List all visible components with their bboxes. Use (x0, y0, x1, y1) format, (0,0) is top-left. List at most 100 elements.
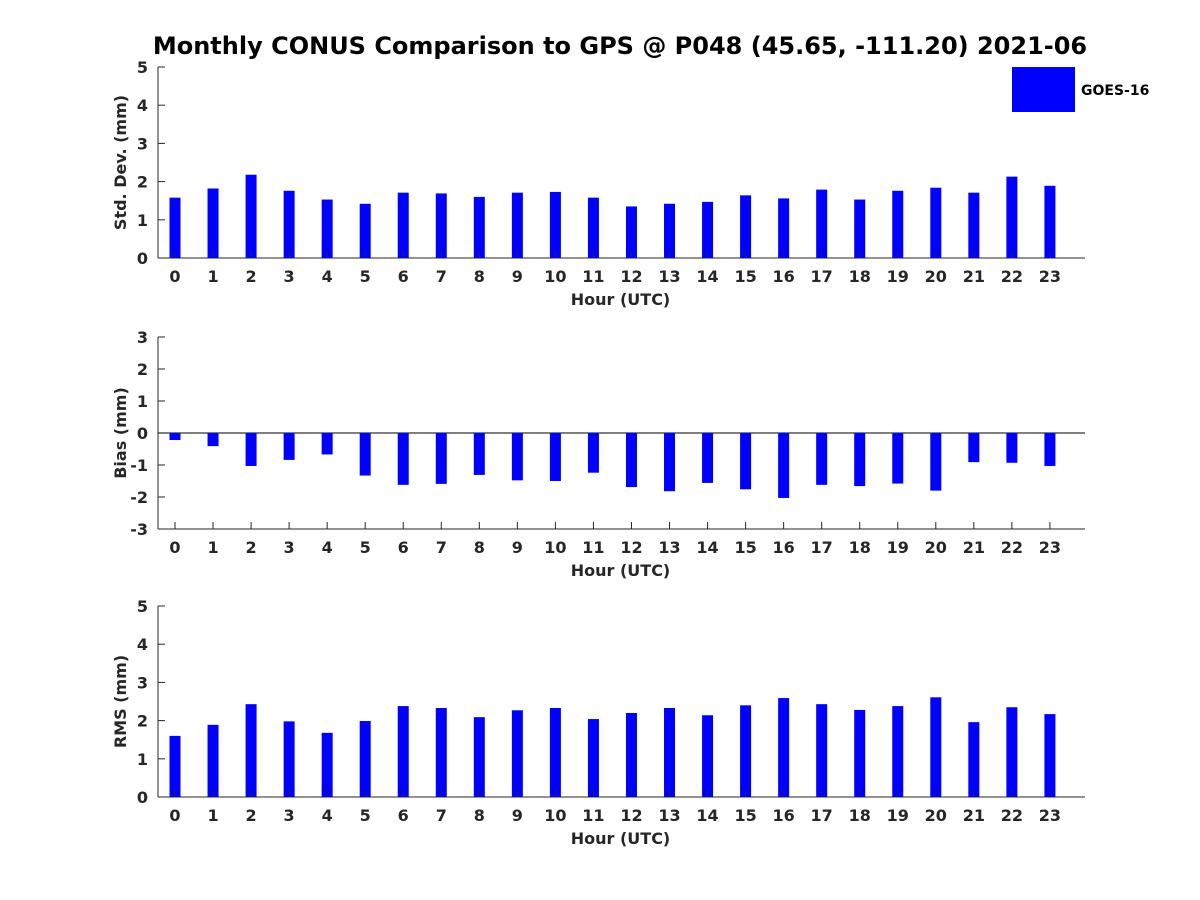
bias-x-tick-label: 18 (849, 538, 871, 557)
std-dev-bar-13 (664, 203, 676, 258)
rms-x-tick-label: 23 (1039, 806, 1061, 825)
rms-bar-21 (968, 722, 980, 797)
std-dev-x-tick-label: 5 (360, 267, 371, 286)
rms-bar-19 (892, 706, 904, 797)
std-dev-x-axis-label: Hour (UTC) (571, 290, 671, 309)
rms-x-tick-label: 17 (811, 806, 833, 825)
rms-x-tick-label: 21 (963, 806, 985, 825)
legend-label: GOES-16 (1081, 83, 1149, 99)
rms-x-tick-label: 7 (436, 806, 447, 825)
bias-bar-10 (549, 433, 561, 481)
rms-x-tick-label: 14 (696, 806, 718, 825)
std-dev-bar-18 (854, 199, 866, 258)
rms-x-tick-label: 1 (207, 806, 218, 825)
rms-bar-12 (625, 712, 637, 797)
std-dev-bar-0 (169, 197, 181, 258)
bias-bar-13 (664, 433, 676, 492)
std-dev-x-tick-label: 23 (1039, 267, 1061, 286)
std-dev-bar-2 (245, 174, 257, 258)
rms-x-tick-label: 15 (734, 806, 756, 825)
rms-x-tick-label: 11 (582, 806, 604, 825)
bias-x-axis-label: Hour (UTC) (571, 561, 671, 580)
std-dev-bar-23 (1044, 185, 1056, 258)
rms-x-tick-label: 4 (322, 806, 333, 825)
bias-bar-18 (854, 433, 866, 487)
rms-bar-16 (778, 698, 790, 797)
rms-x-tick-label: 9 (512, 806, 523, 825)
rms-x-tick-label: 20 (925, 806, 947, 825)
bias-bar-9 (511, 433, 523, 481)
std-dev-y-tick-label: 4 (137, 96, 148, 115)
bias-y-tick-label: 2 (137, 360, 148, 379)
bias-x-tick-label: 8 (474, 538, 485, 557)
std-dev-y-tick-label: 2 (137, 173, 148, 192)
rms-x-tick-label: 0 (169, 806, 180, 825)
std-dev-x-tick-label: 19 (887, 267, 909, 286)
std-dev-bar-16 (778, 198, 790, 258)
bias-bar-14 (702, 433, 714, 483)
rms-bar-20 (930, 697, 942, 797)
rms-x-tick-label: 13 (658, 806, 680, 825)
rms-bar-11 (587, 719, 599, 797)
std-dev-bar-10 (549, 191, 561, 258)
bias-y-tick-label: -1 (130, 456, 148, 475)
rms-x-tick-label: 5 (360, 806, 371, 825)
legend: GOES-16 (1012, 67, 1149, 112)
std-dev-x-tick-label: 17 (811, 267, 833, 286)
rms-bar-6 (397, 706, 409, 797)
bias-x-tick-label: 11 (582, 538, 604, 557)
rms-bar-8 (473, 717, 485, 797)
rms-bar-3 (283, 721, 295, 797)
rms-y-tick-label: 1 (137, 750, 148, 769)
std-dev-bar-5 (359, 203, 371, 258)
bias-y-tick-label: -2 (130, 488, 148, 507)
std-dev-x-tick-label: 8 (474, 267, 485, 286)
std-dev-bar-15 (740, 195, 752, 258)
rms-x-tick-label: 16 (773, 806, 795, 825)
std-dev-bar-1 (207, 188, 219, 258)
std-dev-x-tick-label: 12 (620, 267, 642, 286)
bias-bar-16 (778, 433, 790, 498)
rms-x-tick-label: 19 (887, 806, 909, 825)
bias-x-tick-label: 22 (1001, 538, 1023, 557)
std-dev-x-tick-label: 2 (246, 267, 257, 286)
bias-bar-2 (245, 433, 257, 466)
std-dev-y-tick-label: 3 (137, 134, 148, 153)
rms-y-tick-label: 3 (137, 673, 148, 692)
std-dev-x-tick-label: 14 (696, 267, 718, 286)
bias-bar-1 (207, 433, 219, 447)
bias-x-tick-label: 2 (246, 538, 257, 557)
bias-x-tick-label: 1 (207, 538, 218, 557)
bias-bar-23 (1044, 433, 1056, 466)
bias-x-tick-label: 12 (620, 538, 642, 557)
rms-bar-17 (816, 704, 828, 797)
bias-bar-8 (473, 433, 485, 475)
rms-bar-18 (854, 709, 866, 797)
bias-x-tick-label: 13 (658, 538, 680, 557)
std-dev-bar-14 (702, 201, 714, 258)
std-dev-bar-3 (283, 190, 295, 258)
std-dev-bar-19 (892, 190, 904, 258)
bias-y-axis-label: Bias (mm) (111, 387, 130, 479)
bias-x-tick-label: 10 (544, 538, 566, 557)
bias-x-tick-label: 4 (322, 538, 333, 557)
rms-x-axis-label: Hour (UTC) (571, 829, 671, 848)
bias-y-tick-label: 0 (137, 424, 148, 443)
rms-bar-10 (549, 707, 561, 797)
std-dev-x-tick-label: 4 (322, 267, 333, 286)
bias-bar-0 (169, 433, 181, 441)
std-dev-bar-11 (587, 197, 599, 258)
bias-x-tick-label: 5 (360, 538, 371, 557)
rms-y-axis-label: RMS (mm) (111, 655, 130, 748)
rms-x-tick-label: 18 (849, 806, 871, 825)
bias-bar-17 (816, 433, 828, 485)
std-dev-x-tick-label: 22 (1001, 267, 1023, 286)
bias-bar-20 (930, 433, 942, 491)
std-dev-x-tick-label: 7 (436, 267, 447, 286)
rms-bar-7 (435, 707, 447, 797)
std-dev-y-tick-label: 0 (137, 249, 148, 268)
std-dev-bar-8 (473, 196, 485, 258)
rms-bar-14 (702, 715, 714, 797)
